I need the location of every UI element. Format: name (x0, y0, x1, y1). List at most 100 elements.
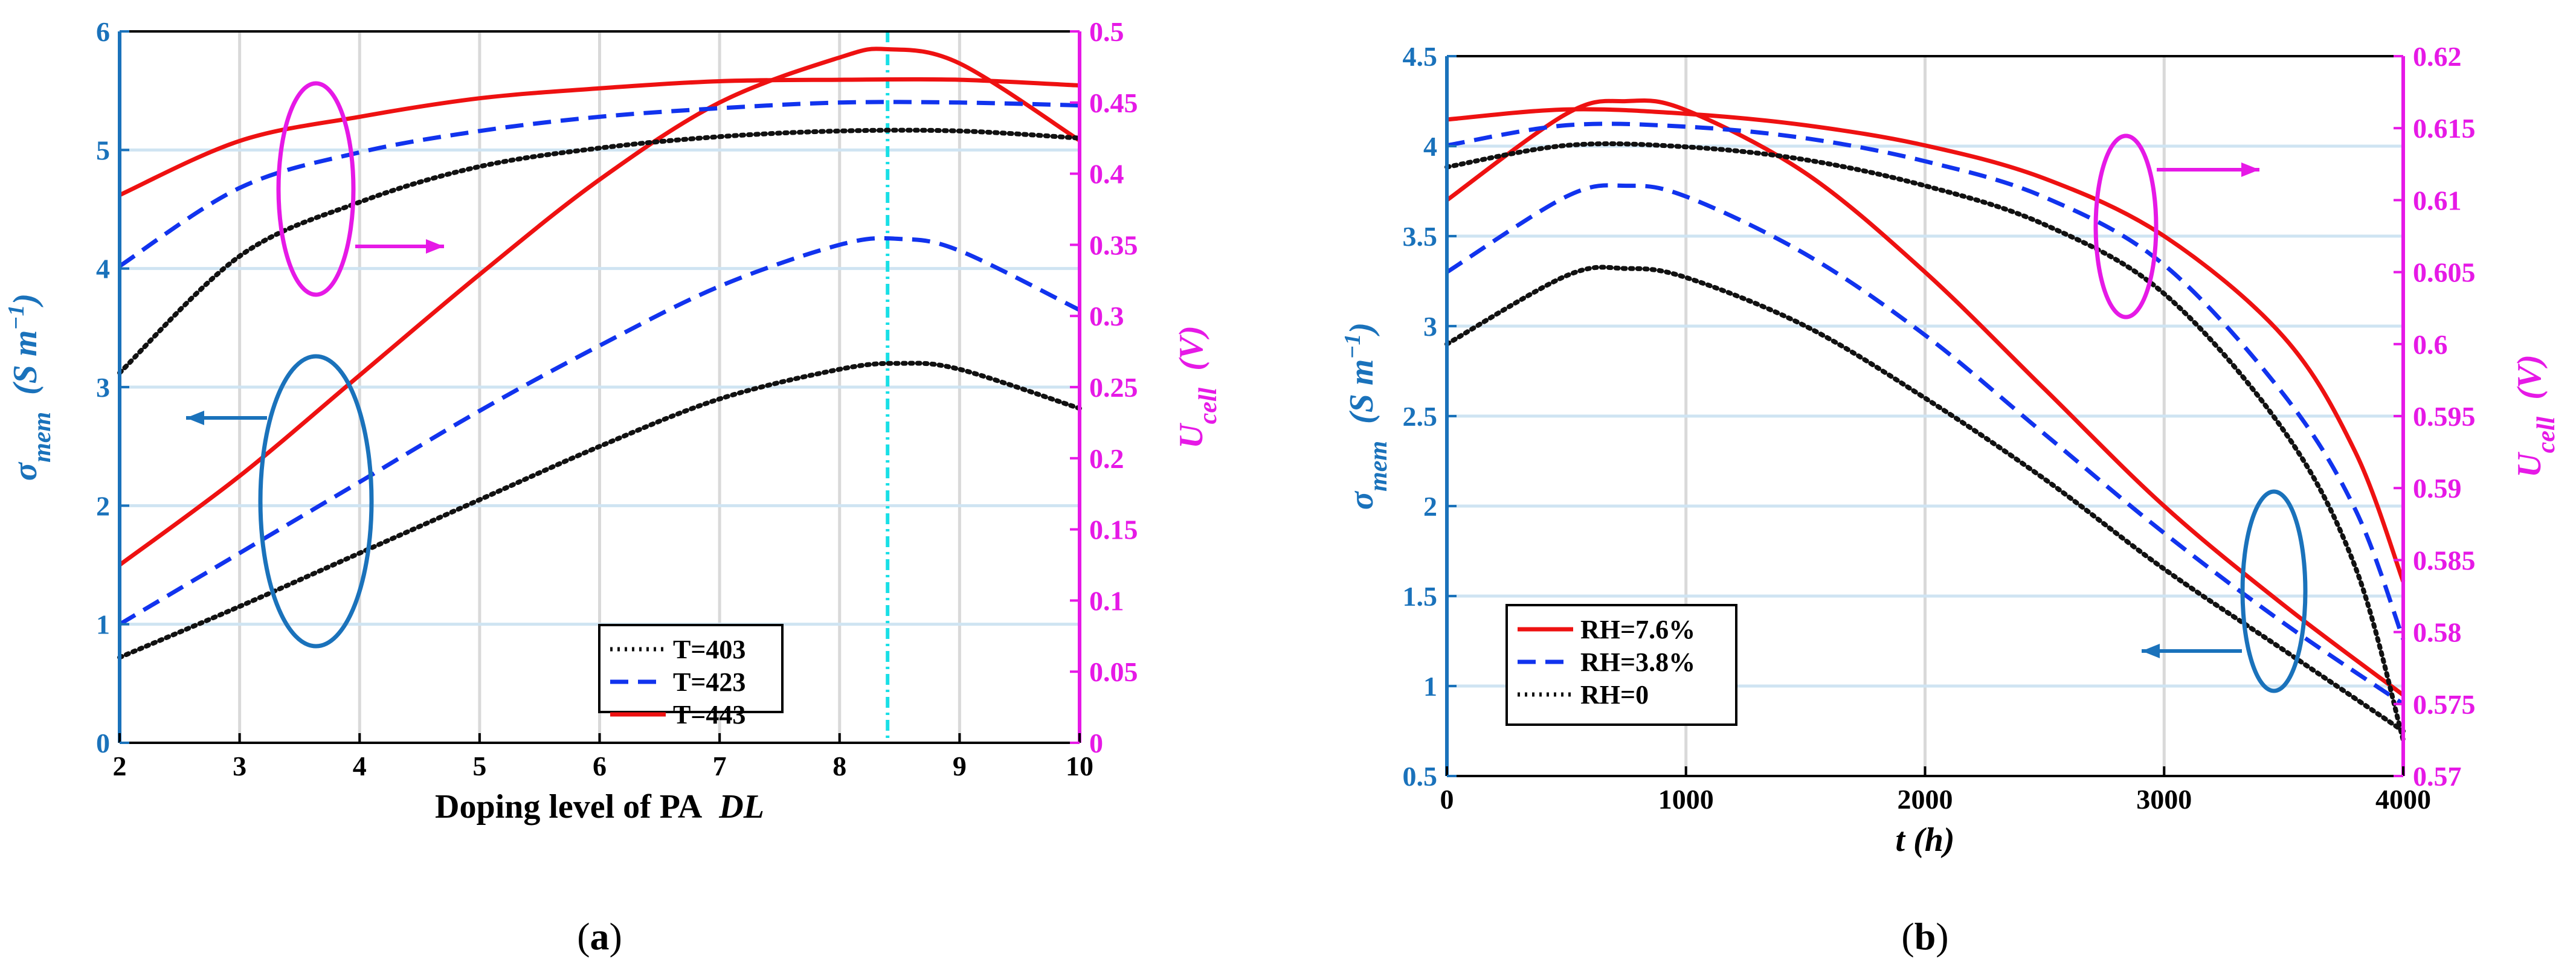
y-left-tick-label: 0.5 (1403, 761, 1438, 792)
y-right-tick-label: 0.57 (2413, 761, 2462, 792)
x-axis-label-space (702, 788, 719, 826)
panel-a: 2 3 4 5 6 7 8 9 10012345600.050.10.150.20.250.30… (4, 16, 1222, 958)
y-left-label-close: ) (1343, 322, 1380, 337)
panel-b: 0 1000 2000 3000 4000 0.5 1 1.5 2 2.5 3 3.5 4 4.5 0.57… (1340, 41, 2560, 958)
y-right-label-subscript: cell (1194, 387, 1222, 424)
series-line-rh-7-6- (1445, 98, 2405, 697)
y-right-tick-label: 0.1 (1089, 585, 1124, 616)
y-right-tick-label: 0.15 (1089, 515, 1138, 545)
right-axis-arrow-head (426, 239, 444, 254)
x-tick-label: 2 (113, 751, 127, 781)
y-left-label-superscript: −1 (4, 305, 29, 330)
y-left-tick-label: 2 (1423, 491, 1437, 522)
y-left-tick-label: 1 (1423, 671, 1437, 702)
legend-label: T=443 (673, 700, 745, 730)
x-axis-label-text: Doping level of PA (435, 788, 703, 826)
legend-label: T=403 (673, 635, 745, 664)
legend-label: T=423 (673, 667, 745, 697)
y-left-tick-label: 5 (96, 135, 110, 165)
x-tick-label: 8 (832, 751, 846, 781)
y-right-tick-label: 0.35 (1089, 229, 1138, 260)
y-right-tick-label: 0.585 (2413, 545, 2476, 576)
y-right-label-symbol: U (1173, 423, 1210, 449)
y-right-label-unit: (V) (2511, 354, 2548, 400)
y-left-tick-label: 3 (1423, 311, 1437, 342)
y-right-tick-label: 0.25 (1089, 372, 1138, 403)
panel-caption: (a) (577, 915, 622, 958)
y-right-tick-label: 0.605 (2413, 257, 2476, 288)
y-left-tick-label: 1.5 (1403, 581, 1438, 612)
x-tick-label: 10 (1066, 751, 1093, 781)
y-left-label-unit: (S m (7, 330, 44, 395)
y-right-tick-label: 0.5 (1089, 16, 1124, 47)
y-right-axis-label: Ucell (V) (2511, 354, 2560, 478)
y-left-label-subscript: mem (1365, 441, 1393, 492)
legend-label: RH=3.8% (1580, 647, 1695, 677)
y-left-label-unit: (S m (1343, 359, 1380, 424)
legend-label: RH=7.6% (1580, 615, 1695, 644)
caption-letter: b (1914, 915, 1936, 958)
y-right-axis-label: Ucell (V) (1173, 326, 1222, 449)
series-line-t-423-ucell (118, 100, 1080, 268)
y-left-tick-label: 3.5 (1403, 221, 1438, 252)
y-right-tick-label: 0.05 (1089, 656, 1138, 687)
sigma-group-ellipse (258, 354, 374, 649)
x-axis-label-unit: (h) (1913, 821, 1954, 859)
y-left-label-close: ) (7, 293, 44, 308)
x-tick-label: 0 (1440, 784, 1454, 815)
y-right-tick-label: 0.6 (2413, 329, 2448, 360)
caption-close: ) (610, 915, 622, 958)
series-line-t-403-ucell (117, 127, 1082, 376)
x-tick-label: 2000 (1898, 784, 1953, 815)
y-left-tick-label: 2.5 (1403, 401, 1438, 432)
y-right-tick-label: 0.59 (2413, 473, 2462, 504)
panel-caption: (b) (1901, 915, 1948, 958)
x-axis-label: t (h) (1895, 821, 1954, 859)
legend-label: RH=0 (1580, 680, 1649, 710)
y-left-label-symbol: σ (1343, 490, 1380, 510)
right-axis-arrow-head (2241, 162, 2259, 177)
x-axis-label: Doping level of PA DL (435, 788, 764, 826)
y-right-tick-label: 0.62 (2413, 41, 2462, 72)
caption-close: ) (1936, 915, 1948, 958)
y-left-tick-label: 2 (96, 490, 110, 521)
series-line-rh-0 (1444, 265, 2406, 734)
x-tick-label: 3 (233, 751, 246, 781)
y-right-label-space (1173, 371, 1210, 388)
ucell-group-ellipse (2093, 133, 2159, 319)
caption-open: ( (577, 915, 590, 958)
y-left-tick-label: 6 (96, 16, 110, 47)
y-left-tick-label: 0 (96, 728, 110, 759)
y-right-tick-label: 0.45 (1089, 88, 1138, 118)
y-right-tick-label: 0.61 (2413, 185, 2462, 216)
y-right-tick-label: 0.615 (2413, 113, 2476, 144)
caption-letter: a (590, 915, 610, 958)
x-tick-label: 5 (472, 751, 486, 781)
series-line-rh-3-8-ucell (1446, 121, 2406, 640)
series-line-t-423 (118, 236, 1081, 626)
x-tick-label: 9 (953, 751, 967, 781)
y-right-tick-label: 0.595 (2413, 401, 2476, 432)
y-left-tick-label: 4.5 (1403, 41, 1438, 72)
y-right-tick-label: 0.575 (2413, 689, 2476, 720)
x-axis-label-variable: t (1895, 821, 1905, 859)
x-tick-label: 4000 (2375, 784, 2431, 815)
x-tick-label: 7 (713, 751, 727, 781)
ucell-group-ellipse (276, 81, 356, 297)
y-left-tick-label: 4 (96, 254, 110, 284)
y-right-label-space (2511, 400, 2548, 417)
legend-box (598, 624, 784, 713)
series-line-rh-3-8- (1446, 183, 2404, 706)
left-axis-arrow-head (186, 411, 204, 425)
left-axis-arrow-head (2142, 644, 2160, 658)
y-left-label-subscript: mem (28, 412, 56, 463)
y-left-label-symbol: σ (7, 461, 44, 481)
series-line-t-443 (118, 47, 1081, 567)
y-right-tick-label: 0.2 (1089, 443, 1124, 474)
y-right-label-subscript: cell (2533, 416, 2560, 453)
y-left-tick-label: 1 (96, 609, 110, 640)
y-right-tick-label: 0 (1089, 728, 1103, 759)
y-left-label-space (1343, 424, 1380, 441)
series-line-t-443-ucell (118, 77, 1080, 197)
x-tick-label: 4 (353, 751, 367, 781)
